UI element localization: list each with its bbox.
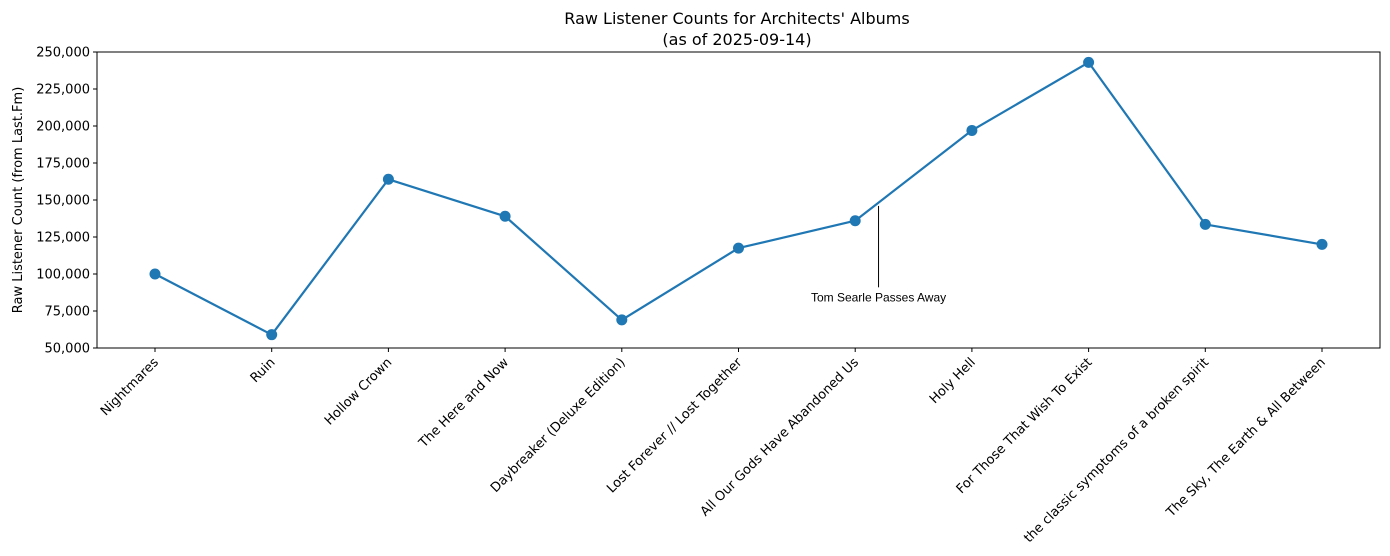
x-tick-label: Hollow Crown [322, 355, 395, 428]
data-point [266, 329, 278, 341]
x-tick-label: Lost Forever // Lost Together [604, 355, 746, 497]
y-tick-label: 250,000 [36, 46, 90, 61]
x-tick-label: The Here and Now [416, 355, 513, 452]
data-point [1316, 238, 1328, 250]
data-point [382, 173, 394, 185]
y-tick-label: 150,000 [36, 194, 90, 209]
y-tick-label: 200,000 [36, 120, 90, 135]
x-tick-label: Nightmares [98, 355, 162, 419]
annotation-text: Tom Searle Passes Away [811, 290, 946, 304]
y-axis-ticks: 50,000 75,000 100,000 125,000 150,000 175,000… [36, 46, 97, 357]
data-point [1199, 218, 1211, 230]
x-tick-label: Holy Hell [927, 355, 979, 407]
series-line [154, 61, 1323, 336]
y-tick-label: 125,000 [36, 231, 90, 246]
data-point [966, 124, 978, 136]
data-point [149, 268, 161, 280]
x-tick-label: Ruin [248, 355, 279, 386]
data-point [733, 242, 744, 254]
y-tick-label: 175,000 [36, 157, 90, 172]
y-tick-label: 225,000 [36, 83, 90, 98]
y-axis-label: Raw Listener Count (from Last.Fm) [11, 87, 26, 314]
data-point [849, 215, 861, 227]
data-point [616, 314, 628, 326]
y-tick-label: 75,000 [45, 305, 91, 320]
data-point [1083, 56, 1095, 68]
y-tick-label: 100,000 [36, 268, 90, 283]
x-tick-label: the classic symptoms of a broken spirit [1021, 355, 1212, 546]
data-point [499, 210, 511, 222]
x-axis-ticks: Nightmares Ruin Hollow Crown The Here and N… [98, 348, 1329, 546]
x-tick-label: Daybreaker (Deluxe Edition) [488, 355, 629, 496]
x-tick-label: For Those That Wish To Exist [954, 355, 1096, 497]
series-layer [149, 56, 1328, 341]
chart-subtitle: (as of 2025-09-14) [662, 30, 811, 49]
plot-frame [96, 51, 1381, 349]
y-tick-label: 50,000 [45, 342, 91, 357]
chart-title: Raw Listener Counts for Architects' Albu… [564, 9, 909, 28]
annotation-layer: Tom Searle Passes Away [811, 205, 946, 304]
